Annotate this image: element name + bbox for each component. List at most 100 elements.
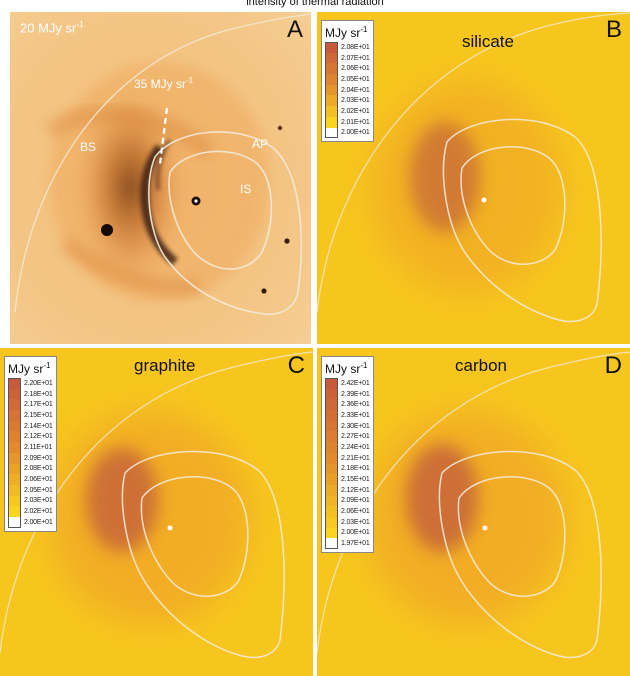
carbon-legend-label: 2.36E+01 xyxy=(341,401,370,409)
carbon-legend-label: 2.06E+01 xyxy=(341,508,370,516)
silicate-legend-row: 2.06E+01 xyxy=(325,63,370,75)
graphite-legend-row: 2.15E+01 xyxy=(8,410,53,421)
graphite-legend-label: 2.02E+01 xyxy=(24,508,53,516)
carbon-legend-swatch xyxy=(325,388,338,400)
graphite-legend-label: 2.00E+01 xyxy=(24,518,53,526)
silicate-legend-label: 2.08E+01 xyxy=(341,43,370,51)
label-ap: AP xyxy=(252,137,269,151)
silicate-legend-swatch xyxy=(325,95,338,107)
panel-d-letter: D xyxy=(604,352,622,379)
graphite-legend-swatch xyxy=(8,506,21,517)
carbon-legend-row: 2.15E+01 xyxy=(325,474,370,485)
graphite-legend-row: 2.02E+01 xyxy=(8,506,53,517)
legend-silicate-unit: MJy sr-1 xyxy=(325,25,368,40)
carbon-legend-swatch xyxy=(325,495,338,507)
panel-a: A 20 MJy sr-1 35 MJy sr-1 BS AP IS xyxy=(10,12,311,344)
carbon-legend-row: 2.30E+01 xyxy=(325,420,370,432)
silicate-legend-label: 2.07E+01 xyxy=(341,54,370,62)
carbon-legend-row: 2.42E+01 xyxy=(325,378,370,389)
silicate-legend-swatch xyxy=(325,63,338,75)
carbon-legend-swatch xyxy=(325,463,338,475)
silicate-legend-row: 2.08E+01 xyxy=(325,42,370,53)
silicate-legend-row: 2.04E+01 xyxy=(325,84,370,96)
graphite-legend-label: 2.14E+01 xyxy=(24,422,53,430)
label-20-mjy: 20 MJy sr-1 xyxy=(20,20,84,36)
silicate-legend-row: 2.05E+01 xyxy=(325,74,370,85)
carbon-legend-label: 2.18E+01 xyxy=(341,465,370,473)
panel-b-map xyxy=(317,12,630,344)
graphite-legend-swatch xyxy=(8,442,21,453)
graphite-legend-row: 2.00E+01 xyxy=(8,516,53,528)
carbon-legend-row: 2.03E+01 xyxy=(325,516,370,528)
graphite-legend-label: 2.05E+01 xyxy=(24,486,53,494)
graphite-legend-label: 2.09E+01 xyxy=(24,454,53,462)
carbon-legend-label: 2.03E+01 xyxy=(341,518,370,526)
silicate-legend-swatch xyxy=(325,52,338,64)
panel-c: C graphite MJy sr-1 2.20E+01 2.18E+01 2.17… xyxy=(0,348,313,676)
carbon-legend-label: 2.15E+01 xyxy=(341,476,370,484)
silicate-legend-swatch xyxy=(325,106,338,117)
silicate-legend-swatch xyxy=(325,116,338,128)
legend-carbon: MJy sr-1 2.42E+01 2.39E+01 2.36E+01 2.33E+0… xyxy=(321,356,374,553)
graphite-legend-label: 2.08E+01 xyxy=(24,465,53,473)
carbon-legend-swatch xyxy=(325,378,338,389)
graphite-legend-swatch xyxy=(8,474,21,485)
silicate-legend-label: 2.01E+01 xyxy=(341,118,370,126)
graphite-legend-row: 2.17E+01 xyxy=(8,399,53,411)
carbon-legend-swatch xyxy=(325,506,338,517)
legend-graphite-unit: MJy sr-1 xyxy=(8,361,51,376)
panel-d: D carbon MJy sr-1 2.42E+01 2.39E+01 2.36E+… xyxy=(317,348,630,676)
carbon-legend-swatch xyxy=(325,484,338,496)
panel-b-name: silicate xyxy=(462,32,514,51)
carbon-legend-row: 2.21E+01 xyxy=(325,452,370,464)
graphite-legend-label: 2.06E+01 xyxy=(24,476,53,484)
silicate-legend-swatch xyxy=(325,84,338,96)
legend-graphite: MJy sr-1 2.20E+01 2.18E+01 2.17E+01 2.15E+0… xyxy=(4,356,57,532)
carbon-legend-label: 2.30E+01 xyxy=(341,422,370,430)
carbon-legend-label: 2.09E+01 xyxy=(341,497,370,505)
silicate-legend-swatch xyxy=(325,42,338,53)
label-is: IS xyxy=(240,182,252,196)
graphite-legend-row: 2.11E+01 xyxy=(8,442,53,453)
carbon-legend-label: 2.00E+01 xyxy=(341,529,370,537)
carbon-legend-label: 2.33E+01 xyxy=(341,411,370,419)
graphite-legend-swatch xyxy=(8,410,21,421)
graphite-legend-swatch xyxy=(8,463,21,475)
panel-b-letter: B xyxy=(605,16,622,43)
carbon-legend-swatch xyxy=(325,442,338,453)
carbon-legend-label: 2.27E+01 xyxy=(341,433,370,441)
graphite-legend-label: 2.11E+01 xyxy=(24,443,53,451)
carbon-legend-swatch xyxy=(325,410,338,421)
carbon-legend-row: 2.12E+01 xyxy=(325,484,370,496)
graphite-legend-row: 2.06E+01 xyxy=(8,474,53,485)
carbon-legend-row: 2.33E+01 xyxy=(325,410,370,421)
carbon-legend-row: 1.97E+01 xyxy=(325,538,370,549)
carbon-legend-row: 2.36E+01 xyxy=(325,399,370,411)
panel-a-letter: A xyxy=(286,16,303,43)
carbon-legend-label: 1.97E+01 xyxy=(341,540,370,548)
carbon-legend-swatch xyxy=(325,538,338,549)
graphite-legend-swatch xyxy=(8,399,21,411)
carbon-legend-label: 2.42E+01 xyxy=(341,379,370,387)
panel-d-name: carbon xyxy=(455,356,507,375)
graphite-legend-label: 2.17E+01 xyxy=(24,401,53,409)
graphite-legend-swatch xyxy=(8,495,21,507)
silicate-legend-label: 2.06E+01 xyxy=(341,65,370,73)
graphite-legend-row: 2.08E+01 xyxy=(8,463,53,475)
silicate-legend-label: 2.05E+01 xyxy=(341,75,370,83)
legend-silicate: MJy sr-1 2.08E+01 2.07E+01 2.06E+01 2.05E+0… xyxy=(321,20,374,143)
silicate-legend-swatch xyxy=(325,74,338,85)
silicate-legend-row: 2.07E+01 xyxy=(325,52,370,64)
carbon-legend-row: 2.18E+01 xyxy=(325,463,370,475)
carbon-legend-row: 2.00E+01 xyxy=(325,527,370,539)
graphite-legend-row: 2.12E+01 xyxy=(8,431,53,443)
graphite-legend-row: 2.20E+01 xyxy=(8,378,53,389)
carbon-legend-swatch xyxy=(325,420,338,432)
graphite-legend-label: 2.18E+01 xyxy=(24,390,53,398)
graphite-legend-row: 2.05E+01 xyxy=(8,484,53,496)
carbon-legend-label: 2.39E+01 xyxy=(341,390,370,398)
carbon-legend-row: 2.24E+01 xyxy=(325,442,370,453)
silicate-legend-label: 2.04E+01 xyxy=(341,86,370,94)
carbon-legend-label: 2.12E+01 xyxy=(341,486,370,494)
graphite-legend-swatch xyxy=(8,516,21,528)
